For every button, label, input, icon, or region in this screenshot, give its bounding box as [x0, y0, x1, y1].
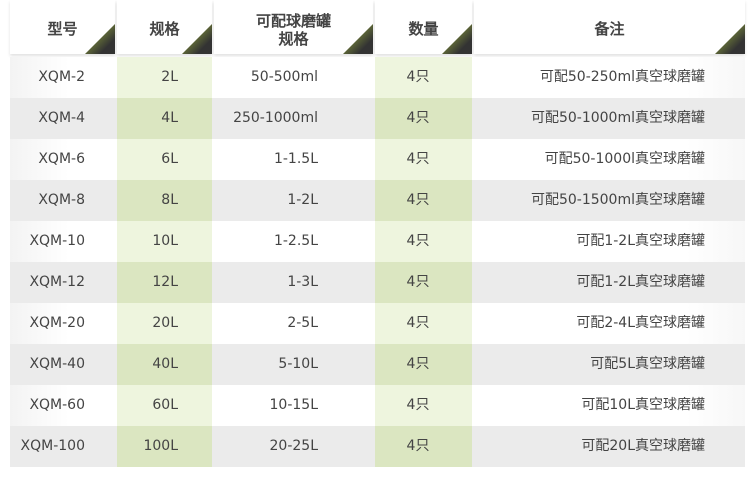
column-shade: [117, 139, 212, 180]
column-shade: [375, 262, 472, 303]
table-cell: 5-10L: [278, 356, 318, 372]
table-cell: 可配50-1500ml真空球磨罐: [530, 192, 705, 208]
table-row: XQM-6 6L 1-1.5L 4只 可配50-1000l真空球磨罐: [10, 139, 745, 180]
table-cell: 250-1000ml: [233, 110, 318, 126]
table-row: XQM-12 12L 1-3L 4只 可配1-2L真空球磨罐: [10, 262, 745, 303]
table-cell: 50-500ml: [250, 69, 318, 85]
table-cell: 4只: [406, 274, 430, 290]
table-cell: 可配50-250ml真空球磨罐: [539, 69, 705, 85]
column-shade: [375, 344, 472, 385]
table-cell: 4只: [406, 438, 430, 454]
table-cell: 4只: [406, 151, 430, 167]
column-shade: [117, 57, 212, 98]
table-cell: 1-2L: [287, 192, 318, 208]
header-cell: 型号: [10, 0, 115, 54]
table-cell: 40L: [152, 356, 178, 372]
table-cell: XQM-10: [29, 233, 85, 249]
table-cell: 可配5L真空球磨罐: [590, 356, 705, 372]
header-text: 备注: [594, 20, 625, 38]
table-cell: 4只: [406, 315, 430, 331]
table-cell: 10-15L: [269, 397, 318, 413]
table-cell: 60L: [152, 397, 178, 413]
table-cell: XQM-4: [38, 110, 85, 126]
table-cell: 1-2.5L: [273, 233, 318, 249]
table-cell: 1-1.5L: [273, 151, 318, 167]
header-cell: 数量: [375, 0, 472, 54]
table-cell: 可配50-1000ml真空球磨罐: [530, 110, 705, 126]
column-shade: [375, 139, 472, 180]
table-cell: 可配1-2L真空球磨罐: [576, 233, 705, 249]
column-shade: [375, 385, 472, 426]
table-row: XQM-2 2L 50-500ml 4只 可配50-250ml真空球磨罐: [10, 57, 745, 98]
table-cell: 12L: [152, 274, 178, 290]
header-cell: 可配球磨罐 规格: [214, 0, 373, 54]
column-shade: [117, 385, 212, 426]
table-cell: 可配10L真空球磨罐: [581, 397, 705, 413]
column-shade: [375, 180, 472, 221]
table-cell: 4只: [406, 110, 430, 126]
table-row: XQM-20 20L 2-5L 4只 可配2-4L真空球磨罐: [10, 303, 745, 344]
table-cell: 2L: [161, 69, 178, 85]
header-cell: 备注: [474, 0, 745, 54]
table-cell: 20L: [152, 315, 178, 331]
table-cell: 可配2-4L真空球磨罐: [576, 315, 705, 331]
table-cell: 可配50-1000l真空球磨罐: [544, 151, 705, 167]
table-cell: 2-5L: [287, 315, 318, 331]
column-shade: [375, 98, 472, 139]
column-shade: [117, 262, 212, 303]
header-text: 可配球磨罐: [255, 12, 331, 30]
table-cell: XQM-12: [29, 274, 85, 290]
column-shade: [117, 344, 212, 385]
header-text: 型号: [47, 20, 78, 38]
header-text: 规格: [149, 20, 180, 38]
table-row: XQM-10 10L 1-2.5L 4只 可配1-2L真空球磨罐: [10, 221, 745, 262]
table-cell: 4L: [161, 110, 178, 126]
table-cell: 4只: [406, 356, 430, 372]
table-cell: 8L: [161, 192, 178, 208]
column-shade: [375, 221, 472, 262]
table-cell: 1-3L: [287, 274, 318, 290]
table-cell: 4只: [406, 233, 430, 249]
column-shade: [375, 303, 472, 344]
table-cell: XQM-8: [38, 192, 85, 208]
column-shade: [117, 426, 212, 467]
column-shade: [117, 180, 212, 221]
column-shade: [117, 303, 212, 344]
table-cell: 20-25L: [269, 438, 318, 454]
table-row: XQM-60 60L 10-15L 4只 可配10L真空球磨罐: [10, 385, 745, 426]
table-row: XQM-4 4L 250-1000ml 4只 可配50-1000ml真空球磨罐: [10, 98, 745, 139]
table-cell: 6L: [161, 151, 178, 167]
table-cell: 4只: [406, 69, 430, 85]
table-cell: XQM-2: [38, 69, 85, 85]
column-shade: [117, 98, 212, 139]
table-cell: XQM-6: [38, 151, 85, 167]
header-text: 规格: [278, 30, 309, 48]
table-cell: 10L: [152, 233, 178, 249]
table-cell: 可配1-2L真空球磨罐: [576, 274, 705, 290]
column-shade: [117, 221, 212, 262]
header-cell: 规格: [117, 0, 212, 54]
table-cell: 4只: [406, 192, 430, 208]
column-shade: [375, 57, 472, 98]
table-row: XQM-8 8L 1-2L 4只 可配50-1500ml真空球磨罐: [10, 180, 745, 221]
table-cell: 可配20L真空球磨罐: [581, 438, 705, 454]
table-cell: 4只: [406, 397, 430, 413]
table-row: XQM-100 100L 20-25L 4只 可配20L真空球磨罐: [10, 426, 745, 467]
table-cell: 100L: [143, 438, 178, 454]
table-row: XQM-40 40L 5-10L 4只 可配5L真空球磨罐: [10, 344, 745, 385]
table-cell: XQM-40: [29, 356, 85, 372]
table-cell: XQM-100: [20, 438, 85, 454]
column-shade: [375, 426, 472, 467]
header-text: 数量: [408, 20, 439, 38]
table-cell: XQM-60: [29, 397, 85, 413]
table-cell: XQM-20: [29, 315, 85, 331]
